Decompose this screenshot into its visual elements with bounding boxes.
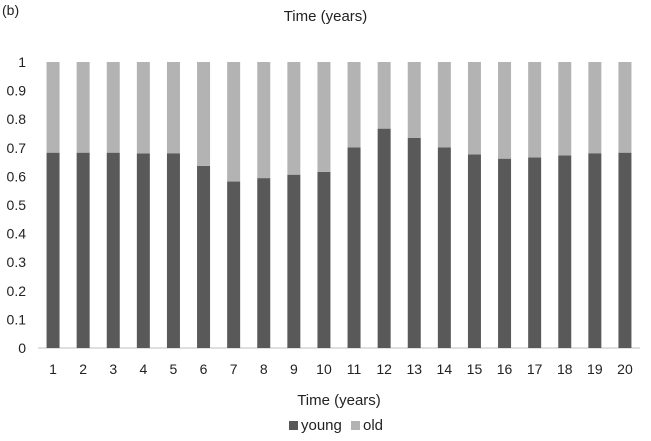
bar-old — [106, 62, 120, 153]
bar-young — [558, 155, 572, 348]
bar-old — [46, 62, 60, 153]
y-axis-ticks: 0 0.1 0.2 0.3 0.4 0.5 0.6 0.7 0.8 0.9 1 — [7, 54, 27, 356]
legend-swatch-old — [351, 421, 360, 430]
bar-young — [467, 154, 481, 348]
x-tick-label: 17 — [527, 361, 543, 377]
x-tick-label: 11 — [347, 361, 362, 377]
bar-young — [46, 152, 60, 348]
bar-old — [197, 62, 211, 166]
x-tick-label: 12 — [376, 361, 392, 377]
bar-old — [136, 62, 150, 154]
y-tick-label: 1 — [18, 54, 26, 70]
bar-old — [166, 62, 180, 154]
bar-young — [437, 147, 451, 348]
x-axis-ticks: 1 2 3 4 5 6 7 8 9 10 11 12 13 14 15 16 17 18 19 20 — [49, 361, 633, 377]
bar-old — [558, 62, 572, 156]
legend-label-young: young — [301, 417, 342, 434]
y-tick-label: 0.2 — [7, 283, 27, 299]
bar-old — [377, 62, 391, 129]
bar-young — [76, 152, 90, 348]
bar-young — [377, 128, 391, 348]
x-axis-title: Time (years) — [297, 392, 381, 409]
bar-young — [227, 181, 241, 348]
x-tick-label: 7 — [230, 361, 238, 377]
bar-old — [588, 62, 602, 154]
x-tick-label: 18 — [557, 361, 573, 377]
legend-label-old: old — [363, 417, 383, 434]
chart-title: Time (years) — [283, 8, 368, 25]
bar-old — [227, 62, 241, 182]
bar-old — [317, 62, 331, 172]
bar-young — [257, 178, 271, 348]
bar-old — [618, 62, 632, 153]
panel-label: (b) — [2, 2, 20, 18]
bar-old — [347, 62, 361, 148]
bar-old — [437, 62, 451, 148]
bar-young — [317, 171, 331, 348]
x-tick-label: 2 — [79, 361, 87, 377]
bar-old — [287, 62, 301, 175]
x-tick-label: 5 — [170, 361, 178, 377]
x-tick-label: 19 — [587, 361, 603, 377]
bar-young — [197, 165, 211, 348]
x-tick-label: 9 — [290, 361, 298, 377]
x-tick-label: 20 — [617, 361, 633, 377]
y-tick-label: 0.6 — [7, 168, 27, 184]
bars — [46, 62, 632, 348]
y-tick-label: 0.1 — [7, 311, 27, 327]
bar-young — [528, 157, 542, 348]
bar-old — [467, 62, 481, 155]
bar-old — [257, 62, 271, 179]
y-tick-label: 0.9 — [7, 83, 27, 99]
x-tick-label: 6 — [200, 361, 208, 377]
y-tick-label: 0.4 — [7, 226, 27, 242]
bar-young — [136, 153, 150, 348]
x-tick-label: 14 — [437, 361, 453, 377]
bar-young — [166, 153, 180, 348]
y-tick-label: 0.3 — [7, 254, 27, 270]
legend-swatch-young — [289, 421, 298, 430]
x-tick-label: 15 — [467, 361, 483, 377]
x-tick-label: 1 — [49, 361, 57, 377]
bar-young — [347, 147, 361, 348]
y-tick-label: 0.5 — [7, 197, 27, 213]
x-tick-label: 3 — [109, 361, 117, 377]
bar-young — [407, 137, 421, 348]
bar-young — [498, 158, 512, 348]
bar-young — [618, 152, 632, 348]
legend: young old — [289, 417, 383, 434]
bar-old — [76, 62, 90, 153]
bar-old — [498, 62, 512, 159]
bar-old — [407, 62, 421, 138]
x-tick-label: 4 — [139, 361, 147, 377]
x-tick-label: 10 — [316, 361, 332, 377]
bar-young — [287, 174, 301, 348]
y-tick-label: 0.7 — [7, 140, 27, 156]
x-tick-label: 8 — [260, 361, 268, 377]
x-tick-label: 16 — [497, 361, 513, 377]
x-tick-label: 13 — [406, 361, 422, 377]
y-tick-label: 0 — [18, 340, 26, 356]
y-tick-label: 0.8 — [7, 111, 27, 127]
bar-young — [106, 152, 120, 348]
bar-old — [528, 62, 542, 158]
bar-young — [588, 153, 602, 348]
